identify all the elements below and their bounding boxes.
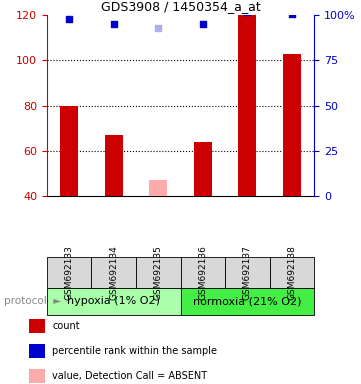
Text: protocol  ►: protocol ► bbox=[4, 296, 61, 306]
Text: GSM692138: GSM692138 bbox=[287, 245, 296, 300]
Bar bbox=[60, 106, 78, 196]
Text: percentile rank within the sample: percentile rank within the sample bbox=[52, 346, 217, 356]
Text: value, Detection Call = ABSENT: value, Detection Call = ABSENT bbox=[52, 371, 208, 381]
Text: normoxia (21% O2): normoxia (21% O2) bbox=[193, 296, 301, 306]
Point bbox=[200, 22, 206, 28]
Title: GDS3908 / 1450354_a_at: GDS3908 / 1450354_a_at bbox=[101, 0, 260, 13]
Text: GSM692137: GSM692137 bbox=[243, 245, 252, 300]
Point bbox=[155, 25, 161, 31]
Point bbox=[111, 22, 117, 28]
Bar bbox=[105, 135, 123, 196]
Text: GSM692136: GSM692136 bbox=[198, 245, 207, 300]
Text: GSM692133: GSM692133 bbox=[65, 245, 74, 300]
Point bbox=[244, 9, 250, 15]
Bar bbox=[283, 54, 301, 196]
Text: hypoxia (1% O2): hypoxia (1% O2) bbox=[67, 296, 160, 306]
Text: GSM692135: GSM692135 bbox=[154, 245, 163, 300]
Bar bbox=[149, 180, 167, 196]
Bar bbox=[194, 142, 212, 196]
Point bbox=[66, 16, 72, 22]
Text: GSM692134: GSM692134 bbox=[109, 245, 118, 300]
Text: count: count bbox=[52, 321, 80, 331]
Point bbox=[289, 10, 295, 17]
Bar bbox=[238, 15, 256, 196]
